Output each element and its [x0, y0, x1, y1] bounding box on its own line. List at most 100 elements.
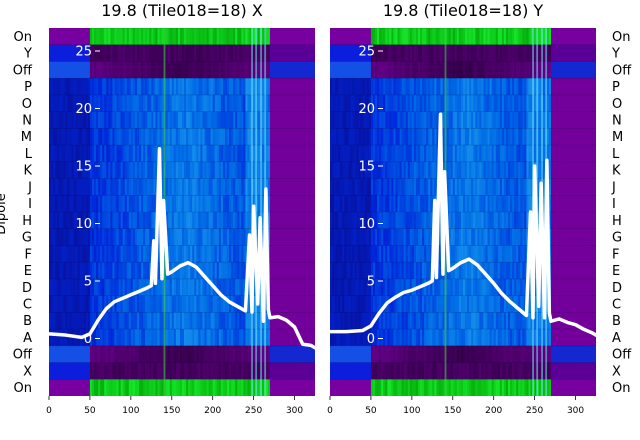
heatmap-cell [106, 78, 109, 96]
heatmap-cell [553, 44, 556, 62]
heatmap-cell [567, 78, 570, 96]
heatmap-cell [284, 212, 287, 230]
heatmap-cell [377, 44, 380, 62]
heatmap-cell [499, 128, 503, 146]
heatmap-cell [473, 245, 476, 263]
heatmap-cell [104, 212, 107, 230]
heatmap-cell [278, 111, 281, 129]
heatmap-cell [124, 28, 128, 46]
heatmap-cell [385, 245, 388, 263]
heatmap-cell [557, 145, 560, 163]
heatmap-cell [302, 161, 306, 179]
heatmap-cell [243, 329, 247, 347]
heatmap-cell [216, 195, 220, 213]
heatmap-cell [360, 78, 364, 96]
heatmap-cell [130, 145, 134, 163]
heatmap-cell [202, 295, 206, 313]
heatmap-cell [385, 178, 388, 196]
heatmap-cell [518, 61, 521, 79]
heatmap-cell [534, 111, 538, 129]
heatmap-cell [348, 128, 352, 146]
heatmap-cell [200, 44, 204, 62]
heatmap-cell [112, 78, 116, 96]
heatmap-cell [196, 362, 199, 380]
heatmap-cell [83, 345, 87, 363]
heatmap-cell [548, 245, 552, 263]
heatmap-cell [206, 145, 210, 163]
heatmap-cell [417, 94, 421, 113]
heatmap-cell [428, 161, 431, 179]
heatmap-cell [182, 379, 185, 396]
heatmap-cell [417, 128, 421, 146]
heatmap-cell [286, 78, 289, 96]
heatmap-cell [104, 195, 107, 213]
heatmap-cell [483, 212, 487, 230]
heatmap-cell [116, 295, 120, 313]
heatmap-cell [141, 379, 144, 396]
heatmap-cell [91, 28, 95, 46]
heatmap-cell [346, 161, 350, 179]
heatmap-cell [505, 78, 509, 96]
heatmap-cell [563, 61, 566, 79]
heatmap-cell [555, 228, 558, 246]
heatmap-cell [218, 78, 222, 96]
heatmap-cell [424, 28, 427, 46]
heatmap-cell [239, 379, 242, 396]
heatmap-cell [120, 128, 124, 146]
heatmap-cell [589, 61, 593, 79]
heatmap-cell [280, 329, 283, 347]
heatmap-cell [350, 128, 354, 146]
heatmap-cell [269, 111, 273, 129]
heatmap-cell [269, 212, 273, 230]
heatmap-cell [112, 278, 116, 297]
heatmap-cell [220, 111, 224, 129]
heatmap-cell [198, 278, 202, 297]
heatmap-cell [274, 295, 277, 313]
heatmap-cell [269, 295, 273, 313]
heatmap-cell [128, 111, 132, 129]
heatmap-cell [175, 212, 179, 230]
heatmap-cell [208, 44, 212, 62]
heatmap-cell [458, 245, 462, 263]
heatmap-cell [171, 362, 175, 380]
heatmap-cell [184, 44, 187, 62]
heatmap-cell [304, 195, 308, 213]
heatmap-cell [100, 128, 103, 146]
heatmap-cell [65, 111, 69, 129]
heatmap-cell [55, 329, 58, 347]
heatmap-cell [487, 245, 491, 263]
heatmap-cell [245, 145, 249, 163]
heatmap-cell [338, 278, 341, 297]
heatmap-cell [591, 28, 595, 46]
heatmap-cell [589, 78, 593, 96]
heatmap-cell [112, 245, 116, 263]
heatmap-cell [85, 78, 89, 96]
heatmap-cell [216, 161, 220, 179]
heatmap-cell [141, 78, 144, 96]
heatmap-cell [401, 278, 405, 297]
heatmap-cell [114, 161, 118, 179]
heatmap-cell [292, 145, 296, 163]
heatmap-cell [192, 128, 195, 146]
heatmap-cell [186, 379, 189, 396]
heatmap-cell [467, 278, 470, 297]
heatmap-cell [352, 61, 356, 79]
heatmap-cell [159, 295, 163, 313]
heatmap-cell [298, 195, 302, 213]
heatmap-cell [298, 61, 302, 79]
heatmap-cell [216, 329, 220, 347]
heatmap-cell [563, 28, 566, 46]
heatmap-cell [446, 61, 450, 79]
heatmap-cell [114, 245, 118, 263]
heatmap-cell [340, 161, 343, 179]
heatmap-cell [179, 28, 183, 46]
heatmap-cell [505, 128, 509, 146]
heatmap-cell [83, 94, 87, 113]
heatmap-cell [122, 329, 126, 347]
heatmap-cell [134, 329, 138, 347]
heatmap-cell [442, 111, 446, 129]
heatmap-cell [75, 78, 79, 96]
heatmap-cell [151, 145, 154, 163]
heatmap-cell [132, 295, 136, 313]
heatmap-cell [81, 94, 85, 113]
